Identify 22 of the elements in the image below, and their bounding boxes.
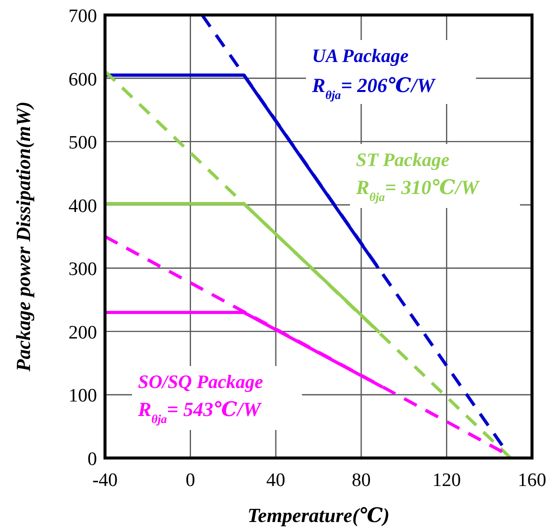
y-tick-label: 100 (68, 386, 97, 407)
y-axis-title: Package power Dissipation(mW) (13, 102, 35, 372)
y-tick-label: 500 (68, 132, 97, 154)
annotation: R$_{θja}$= 206℃/W (311, 75, 436, 102)
text: ST Package (356, 150, 450, 171)
x-tick-label: 160 (518, 470, 546, 491)
annotation: R$_{θja}$= 310℃/W (355, 177, 480, 204)
x-tick-label: -40 (92, 470, 118, 491)
y-tick-label: 0 (88, 449, 97, 470)
x-tick-label: 120 (432, 470, 461, 491)
x-tick-label: 0 (186, 470, 196, 491)
x-tick-label: 40 (266, 470, 286, 491)
y-tick-label: 200 (68, 322, 97, 344)
text: SO/SQ Package (138, 372, 264, 393)
x-tick-label: 80 (352, 470, 371, 491)
annotation: R$_{θja}$= 543℃/W (137, 399, 262, 426)
y-tick-label: 700 (68, 6, 97, 27)
y-tick-label: 300 (68, 259, 97, 280)
y-tick-label: 600 (68, 69, 97, 90)
y-tick-label: 400 (68, 196, 97, 217)
x-axis-title: Temperature(℃) (247, 505, 390, 527)
text: UA Package (312, 46, 410, 67)
